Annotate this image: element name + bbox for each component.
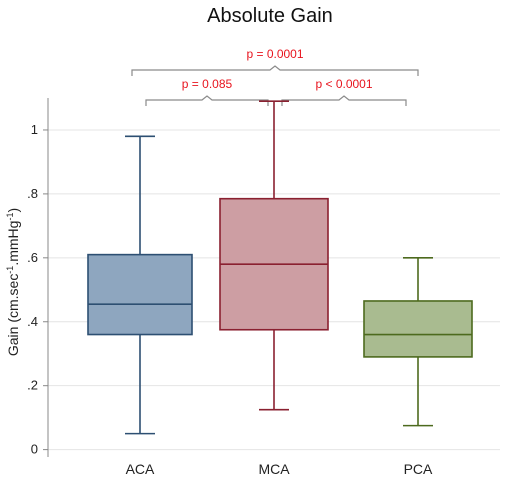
- box-aca: [87, 135, 193, 435]
- x-axis-labels: ACA MCA PCA: [126, 461, 433, 477]
- y-tick-label-5: 1: [31, 122, 38, 137]
- x-label-pca: PCA: [404, 461, 433, 477]
- y-label-sup1: -1: [5, 266, 15, 274]
- y-tick-label-2: .4: [27, 314, 38, 329]
- bracket-2: [281, 95, 407, 106]
- p-value-label-1: p = 0.085: [182, 77, 233, 91]
- x-label-aca: ACA: [126, 461, 155, 477]
- significance-brackets: p = 0.0001 p = 0.085 p < 0.0001: [131, 47, 419, 106]
- y-tick-label-0: 0: [31, 442, 38, 457]
- iqr-box-aca: [87, 253, 193, 336]
- y-tick-label-1: .2: [27, 378, 38, 393]
- p-value-label-2: p < 0.0001: [315, 77, 372, 91]
- boxes: [87, 100, 473, 435]
- y-label-end: ): [5, 208, 21, 213]
- box-pca: [363, 257, 473, 427]
- y-tick-label-3: .6: [27, 250, 38, 265]
- y-label-sup2: -1: [5, 213, 15, 221]
- iqr-box-pca: [363, 300, 473, 358]
- y-label-mid: .mmHg: [5, 221, 21, 266]
- y-axis-label: Gain (cm.sec-1.mmHg-1): [5, 208, 21, 356]
- y-axis: 0 .2 .4 .6 .8 1: [27, 98, 49, 457]
- y-tick-label-4: .8: [27, 186, 38, 201]
- box-mca: [219, 100, 329, 411]
- bracket-1: [145, 95, 269, 106]
- x-label-mca: MCA: [258, 461, 290, 477]
- chart-title: Absolute Gain: [207, 5, 333, 27]
- y-label-base: Gain (cm.sec: [5, 274, 21, 356]
- p-value-label-0: p = 0.0001: [246, 47, 303, 61]
- bracket-0: [131, 65, 419, 76]
